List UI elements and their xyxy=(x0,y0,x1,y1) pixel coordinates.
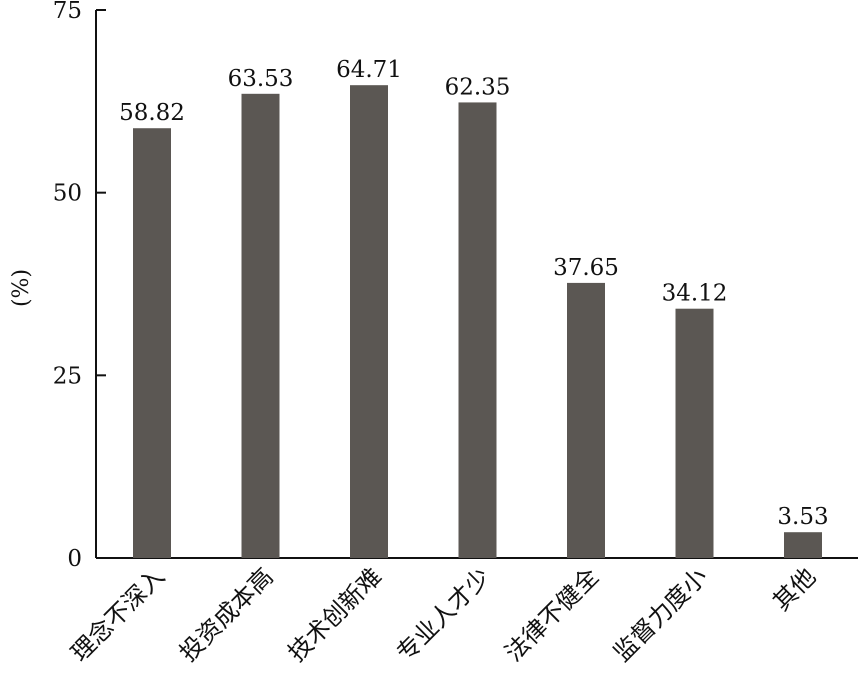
y-tick-label: 25 xyxy=(53,363,82,389)
bars xyxy=(133,85,822,559)
category-label: 监督力度小 xyxy=(608,562,713,667)
axes: 0 25 50 75 xyxy=(53,0,858,572)
y-tick-label: 75 xyxy=(53,0,82,24)
category-label: 其他 xyxy=(768,562,822,616)
y-tick-label: 50 xyxy=(53,181,82,207)
bar xyxy=(675,308,714,558)
bar xyxy=(241,93,280,558)
labels: 58.82 理念不深入 63.53 投资成本高 64.71 技术创新难 62.35 专业人才少… xyxy=(66,57,829,667)
bar xyxy=(784,532,822,558)
category-label: 技术创新难 xyxy=(283,562,388,667)
bar-value-label: 62.35 xyxy=(445,74,511,100)
category-label: 法律不健全 xyxy=(500,562,605,667)
bar xyxy=(458,102,497,559)
y-tick-label: 0 xyxy=(67,546,82,572)
bar xyxy=(567,282,605,558)
bar-value-label: 34.12 xyxy=(662,281,728,307)
category-label: 理念不深入 xyxy=(66,562,171,667)
bar xyxy=(133,128,171,558)
bar-value-label: 58.82 xyxy=(119,100,185,126)
bar xyxy=(350,85,388,558)
bar-value-label: 64.71 xyxy=(336,57,402,83)
y-axis-label: (%) xyxy=(9,269,34,307)
bar-value-label: 3.53 xyxy=(777,504,828,530)
bar-value-label: 63.53 xyxy=(228,66,294,92)
bar-value-label: 37.65 xyxy=(553,255,619,281)
category-label: 专业人才少 xyxy=(391,562,496,667)
category-label: 投资成本高 xyxy=(174,562,279,667)
